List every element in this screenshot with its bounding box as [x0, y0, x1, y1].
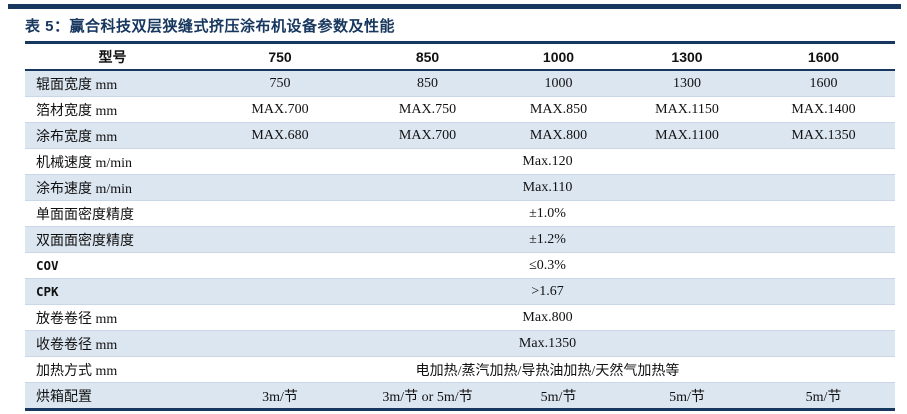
row-label: CPK [25, 278, 200, 305]
table-row: 收卷卷径 mm Max.1350 [25, 330, 895, 357]
cell-value: 1000 [544, 75, 573, 91]
row-value-merged: ±1.0% [200, 200, 895, 227]
row-label: 烘箱配置 [25, 382, 200, 410]
row-value-merged: Max.110 [200, 174, 895, 201]
cell-value: MAX.1350 [752, 122, 895, 149]
table-row: 涂布速度 m/min Max.110 [25, 174, 895, 201]
row-value-merged: >1.67 [200, 278, 895, 305]
row-value-merged: ≤0.3% [200, 252, 895, 279]
cell-value: 750 [269, 75, 291, 91]
cell-value: 5m/节 [622, 382, 752, 410]
cell-value: MAX.750 [360, 96, 495, 123]
table-row: 双面面密度精度 ±1.2% [25, 226, 895, 253]
table-row: 加热方式 mm 电加热/蒸汽加热/导热油加热/天然气加热等 [25, 356, 895, 383]
equipment-parameters-table: 型号 750 850 1000 1300 1600 辊面宽度 mm 750 850 1… [25, 41, 895, 411]
row-label: 辊面宽度 mm [36, 77, 118, 93]
row-value-merged: Max.1350 [200, 330, 895, 357]
cell-value: MAX.1100 [622, 122, 752, 149]
cell-value: 3m/节 or 5m/节 [360, 382, 495, 410]
cell-value: MAX.1400 [752, 96, 895, 123]
table-row: CPK >1.67 [25, 278, 895, 305]
column-header-1000: 1000 [495, 42, 622, 71]
column-header-850: 850 [360, 42, 495, 71]
table-row: 放卷卷径 mm Max.800 [25, 304, 895, 331]
cell-value: MAX.850 [495, 96, 622, 123]
cell-value: MAX.1150 [622, 96, 752, 123]
row-label: 涂布速度 m/min [25, 174, 200, 201]
cell-value: 5m/节 [752, 382, 895, 410]
row-label: 机械速度 m/min [25, 148, 200, 175]
cell-value: MAX.700 [200, 96, 360, 123]
row-label: 箔材宽度 mm [25, 96, 200, 123]
cell-value: 5m/节 [495, 382, 622, 410]
row-value-merged: Max.120 [200, 148, 895, 175]
table-row: 箔材宽度 mm MAX.700 MAX.750 MAX.850 MAX.1150 MAX.… [25, 96, 895, 123]
table-row: 机械速度 m/min Max.120 [25, 148, 895, 175]
row-label: 涂布宽度 mm [25, 122, 200, 149]
row-label: 放卷卷径 mm [25, 304, 200, 331]
column-header-1600: 1600 [752, 42, 895, 71]
row-value-merged: 电加热/蒸汽加热/导热油加热/天然气加热等 [200, 356, 895, 383]
column-header-750: 750 [200, 42, 360, 71]
table-row: 烘箱配置 3m/节 3m/节 or 5m/节 5m/节 5m/节 5m/节 [25, 382, 895, 410]
top-accent-bar [8, 4, 901, 9]
row-label: 单面面密度精度 [25, 200, 200, 227]
cell-value: MAX.680 [200, 122, 360, 149]
cell-value: 1300 [673, 75, 701, 91]
cell-value: 3m/节 [200, 382, 360, 410]
table-row: 单面面密度精度 ±1.0% [25, 200, 895, 227]
row-label: 加热方式 mm [25, 356, 200, 383]
header-row: 型号 750 850 1000 1300 1600 [25, 42, 895, 71]
column-header-model: 型号 [25, 42, 200, 71]
row-label: 收卷卷径 mm [25, 330, 200, 357]
column-header-1300: 1300 [622, 42, 752, 71]
row-label: COV [25, 252, 200, 279]
cell-value: 1600 [809, 75, 838, 91]
cell-value: MAX.800 [495, 122, 622, 149]
table-row: 涂布宽度 mm MAX.680 MAX.700 MAX.800 MAX.1100 MAX.… [25, 122, 895, 149]
table-row: COV ≤0.3% [25, 252, 895, 279]
cell-value: MAX.700 [360, 122, 495, 149]
row-value-merged: Max.800 [200, 304, 895, 331]
row-value-merged: ±1.2% [200, 226, 895, 253]
cell-value: 850 [417, 75, 438, 91]
table-row: 辊面宽度 mm 750 850 1000 1300 1600 [25, 70, 895, 97]
table-title: 表 5：赢合科技双层狭缝式挤压涂布机设备参数及性能 [25, 18, 396, 35]
row-label: 双面面密度精度 [25, 226, 200, 253]
